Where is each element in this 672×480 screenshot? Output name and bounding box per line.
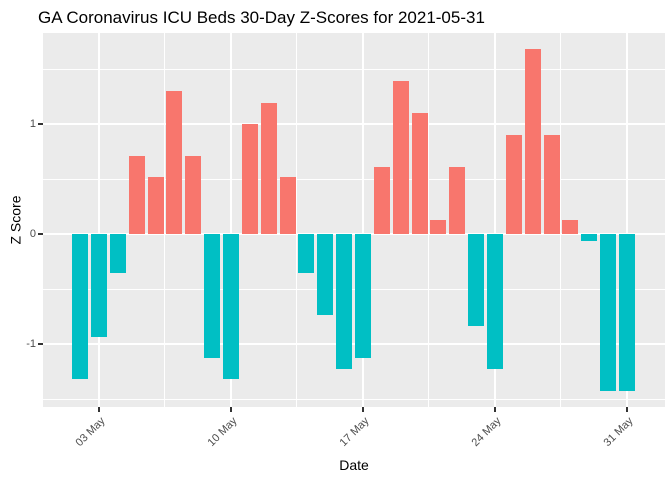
bar-positive — [505, 135, 522, 234]
gridline-major-vertical — [97, 33, 100, 407]
bar-positive — [185, 155, 202, 234]
x-tick-label-text: 31 May — [601, 415, 636, 449]
bar-negative — [204, 234, 221, 359]
bar-positive — [241, 124, 258, 234]
y-tick-mark — [38, 123, 43, 125]
bar-positive — [562, 219, 579, 234]
bar-positive — [411, 113, 428, 234]
x-tick-mark — [229, 407, 232, 412]
gridline-minor-horizontal — [43, 178, 665, 180]
x-axis-title: Date — [339, 457, 369, 473]
x-tick-mark — [493, 407, 496, 412]
bar-negative — [600, 234, 617, 392]
gridline-major-horizontal — [43, 123, 665, 125]
bar-negative — [486, 234, 503, 370]
bar-negative — [90, 234, 107, 338]
gridline-major-vertical — [625, 33, 628, 407]
gridline-minor-horizontal — [43, 68, 665, 70]
x-tick-label-text: 10 May — [205, 415, 240, 449]
y-tick-label: -1 — [26, 338, 36, 350]
gridline-major-vertical — [361, 33, 364, 407]
bar-negative — [618, 234, 635, 392]
bar-positive — [128, 155, 145, 234]
gridline-minor-horizontal — [43, 398, 665, 400]
gridline-major-horizontal — [43, 233, 665, 235]
x-tick-mark — [625, 407, 628, 412]
bar-positive — [279, 176, 296, 234]
y-tick-mark — [38, 343, 43, 345]
bar-positive — [543, 135, 560, 234]
bar-positive — [392, 81, 409, 234]
bar-positive — [430, 219, 447, 234]
plot-panel — [43, 33, 665, 407]
bar-positive — [524, 49, 541, 234]
bar-positive — [166, 91, 183, 234]
bar-positive — [449, 166, 466, 234]
gridline-minor-vertical — [164, 33, 166, 407]
x-tick-label-text: 17 May — [337, 415, 372, 449]
bar-negative — [468, 234, 485, 327]
y-axis-title: Z Score — [2, 33, 28, 407]
gridline-major-vertical — [493, 33, 496, 407]
bar-positive — [147, 176, 164, 234]
bar-negative — [336, 234, 353, 370]
y-tick-mark — [38, 233, 43, 235]
gridline-major-vertical — [229, 33, 232, 407]
bar-negative — [317, 234, 334, 316]
gridline-minor-vertical — [296, 33, 298, 407]
bar-negative — [354, 234, 371, 359]
chart-title: GA Coronavirus ICU Beds 30-Day Z-Scores … — [38, 8, 485, 27]
x-tick-mark — [97, 407, 100, 412]
x-tick-label-text: 24 May — [469, 415, 504, 449]
x-tick-label-text: 03 May — [73, 415, 108, 449]
y-tick-label: 1 — [29, 118, 36, 130]
bar-positive — [260, 103, 277, 234]
bar-negative — [72, 234, 89, 380]
bar-positive — [373, 166, 390, 234]
bar-negative — [581, 234, 598, 241]
bar-negative — [298, 234, 315, 273]
gridline-minor-vertical — [560, 33, 562, 407]
gridline-minor-horizontal — [43, 288, 665, 290]
gridline-major-horizontal — [43, 343, 665, 345]
y-tick-label: 0 — [29, 228, 36, 240]
bar-negative — [222, 234, 239, 380]
gridline-minor-vertical — [428, 33, 430, 407]
x-tick-mark — [361, 407, 364, 412]
bar-negative — [109, 234, 126, 273]
